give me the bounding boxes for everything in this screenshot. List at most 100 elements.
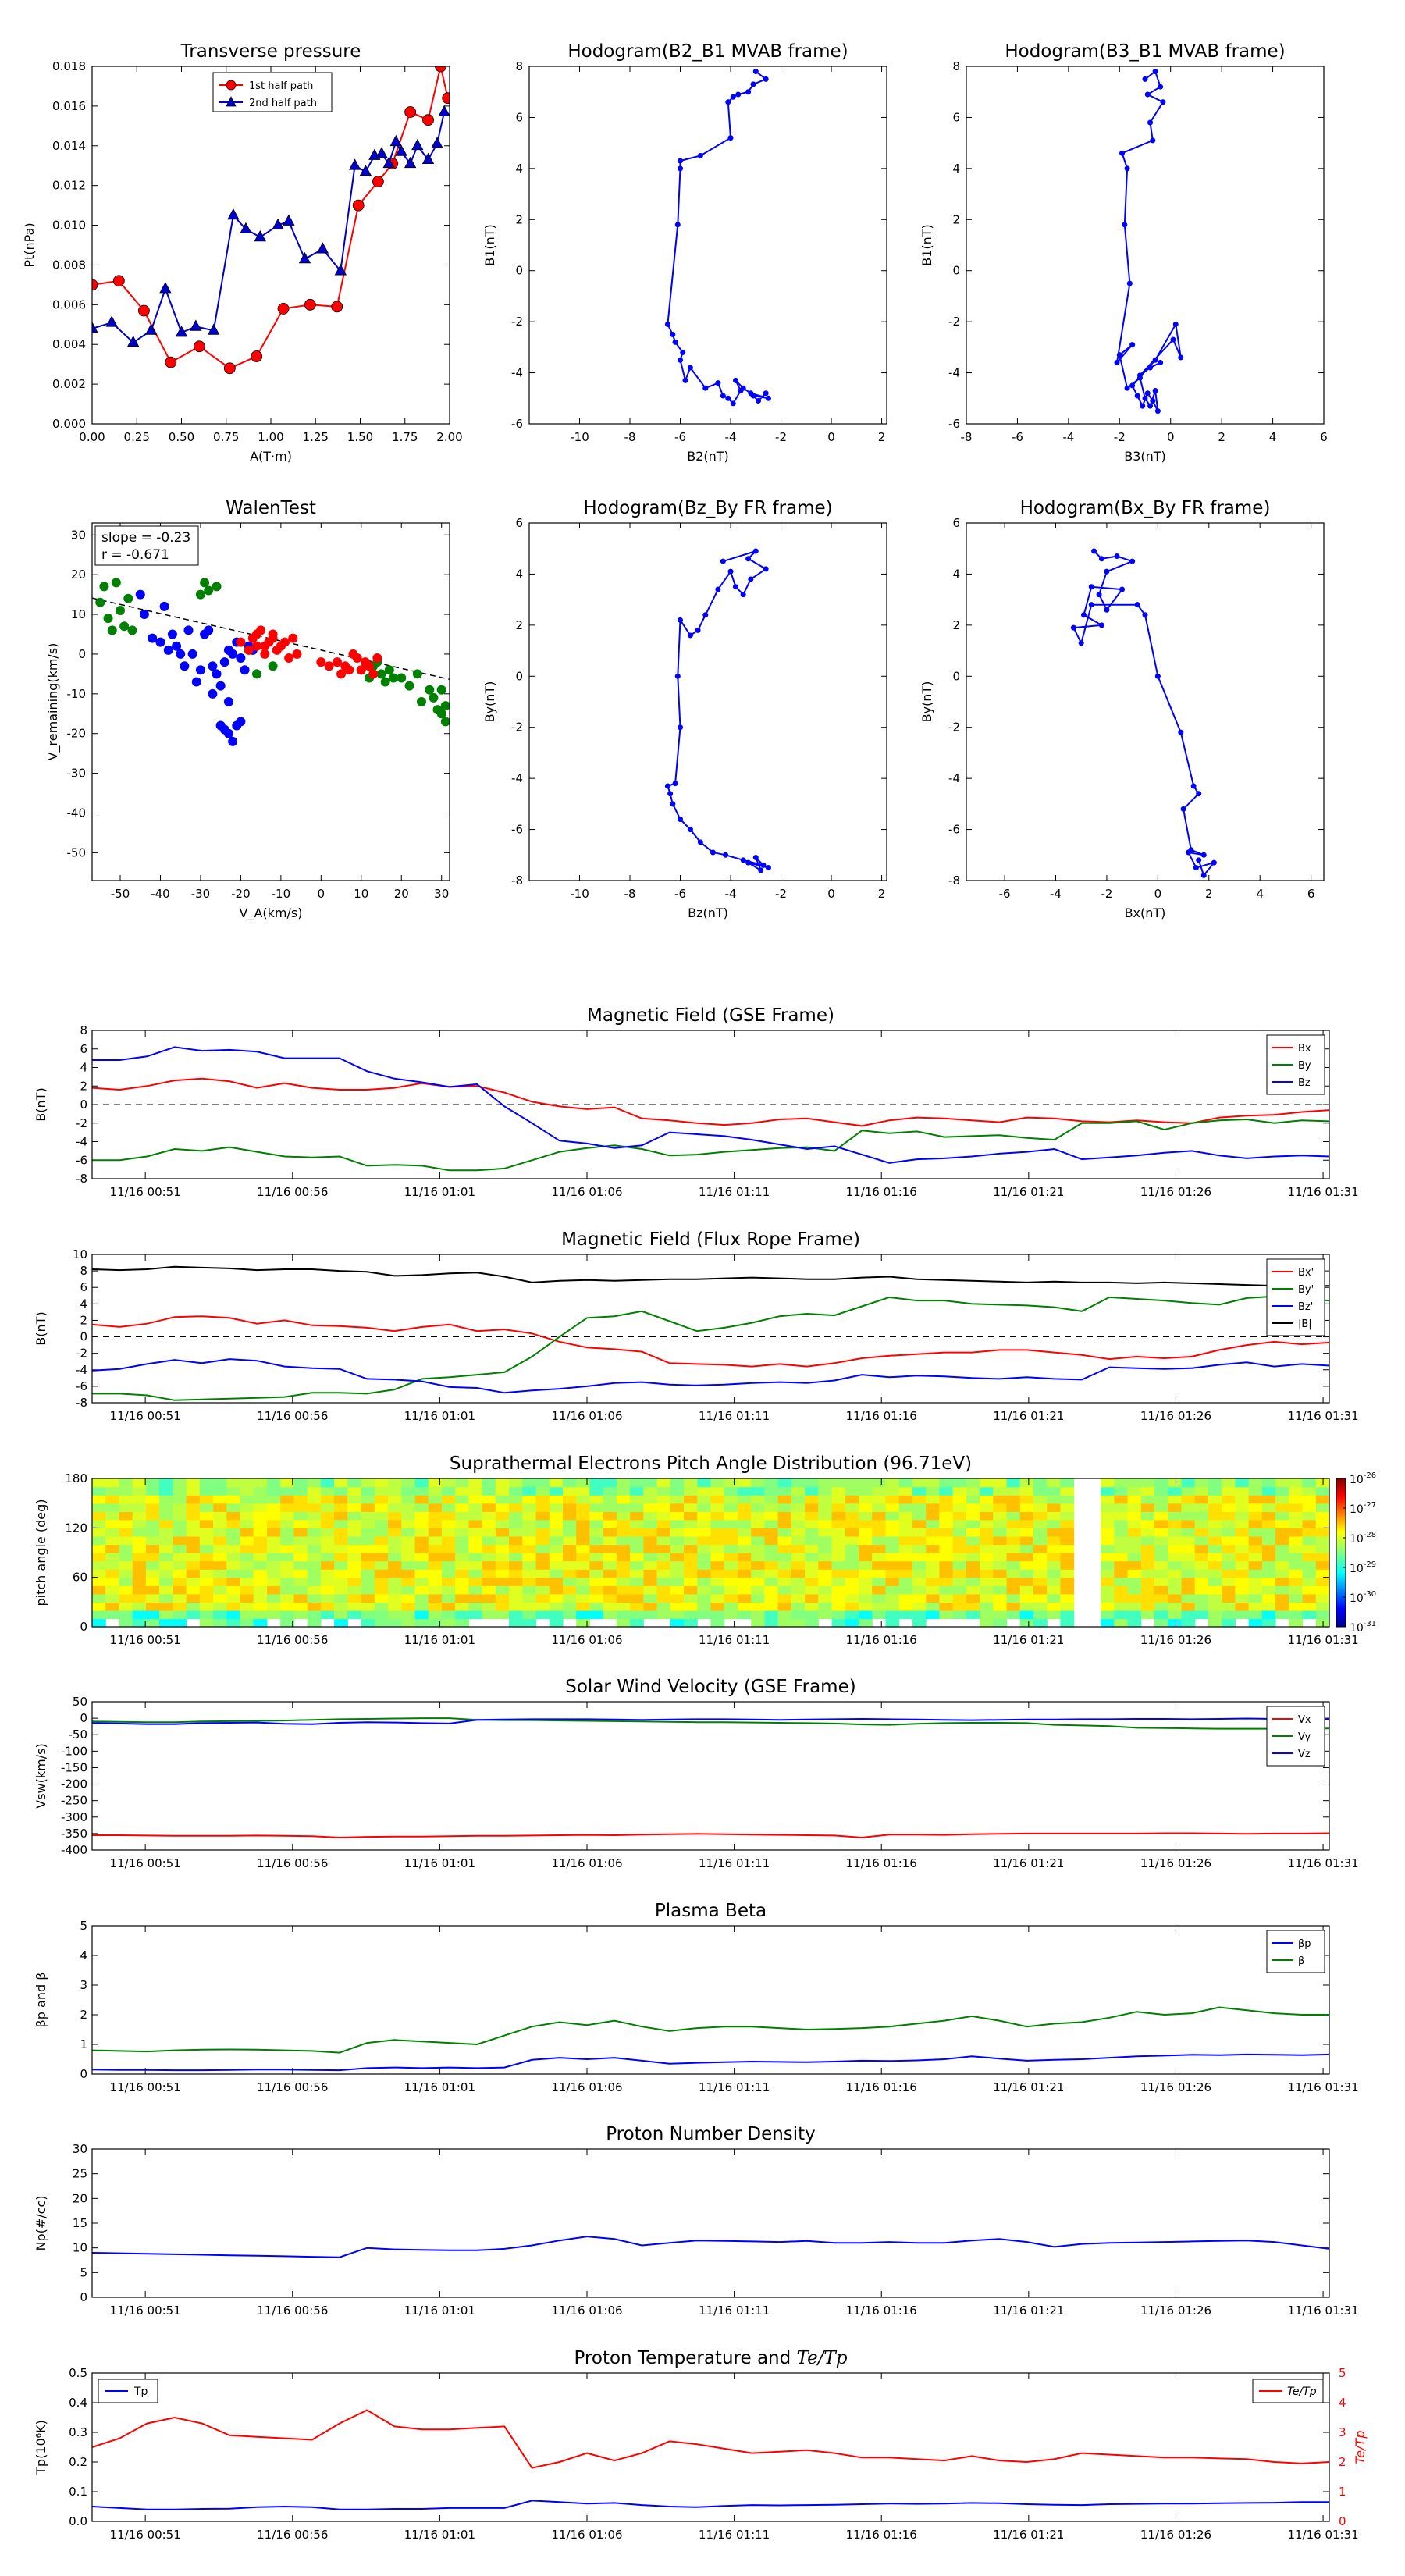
heatmap-cell [267,1553,281,1562]
y-tick-label: 4 [515,162,523,176]
y-tick-label: -2 [948,315,960,329]
heatmap-cell [1060,1618,1075,1628]
heatmap-cell [253,1569,268,1578]
time-tick-label: 11/16 01:26 [1140,1856,1211,1870]
data-point [1200,872,1207,878]
data-point [670,332,676,337]
heatmap-cell [980,1577,994,1586]
heatmap-cell [656,1528,671,1537]
data-point [356,665,366,675]
y-tick-label: 6 [80,1042,87,1056]
heatmap-cell [1222,1569,1236,1578]
heatmap-cell [414,1535,429,1546]
heatmap-cell [240,1569,254,1578]
heatmap-cell [980,1478,994,1488]
data-point [1119,586,1126,592]
y-tick-label: 0.006 [52,297,86,311]
heatmap-cell [535,1553,550,1562]
colorbar-label-base: 10 [1350,1622,1364,1635]
heatmap-cell [1168,1486,1183,1496]
data-point [1104,607,1110,613]
data-point [720,558,726,564]
data-point [678,617,684,623]
heatmap-cell [240,1593,254,1603]
colorbar [1336,1478,1346,1628]
heatmap-cell [1261,1528,1276,1537]
heatmap-cell [1289,1553,1304,1562]
heatmap-cell [1222,1519,1236,1528]
heatmap-cell [805,1486,819,1496]
heatmap-cell [1127,1569,1142,1578]
heatmap-cell [952,1610,967,1620]
heatmap-cell [441,1535,456,1546]
heatmap-cell [603,1486,617,1496]
heatmap-cell [684,1602,698,1611]
heatmap-cell [1315,1486,1330,1496]
heatmap-cell [1289,1593,1304,1603]
series-line [91,2236,1330,2258]
heatmap-cell [509,1519,523,1528]
heatmap-cell [509,1486,523,1496]
y-tick-label: 4 [515,567,523,581]
heatmap-cell [791,1486,806,1496]
heatmap-cell [1047,1528,1061,1537]
heatmap-cell [280,1528,294,1537]
heatmap-cell [791,1553,806,1562]
heatmap-cell [859,1486,873,1496]
heatmap-cell [522,1610,537,1620]
heatmap-cell [186,1544,201,1553]
plot-frame [91,1701,1330,1851]
heatmap-cell [818,1511,833,1521]
y2-tick-label: 1 [1339,2485,1346,2499]
heatmap-cell [563,1577,577,1586]
heatmap-cell [805,1569,819,1578]
heatmap-cell [898,1585,913,1595]
heatmap-cell [361,1503,375,1512]
heatmap-cell [334,1577,348,1586]
heatmap-cell [845,1495,859,1504]
time-tick-label: 11/16 01:11 [699,2080,770,2094]
y-tick-label: -150 [61,1760,87,1774]
heatmap-cell [468,1528,483,1537]
heatmap-cell [885,1478,900,1488]
heatmap-cell [845,1585,859,1595]
heatmap-cell [630,1478,644,1488]
data-point [1098,556,1104,562]
data-point [135,589,145,600]
heatmap-cell [576,1495,590,1504]
heatmap-cell [1019,1553,1034,1562]
heatmap-cell [1275,1519,1289,1528]
data-point [678,724,684,731]
heatmap-cell [1168,1511,1183,1521]
heatmap-cell [710,1544,725,1553]
heatmap-cell [1194,1519,1209,1528]
heatmap-cell [441,1511,456,1521]
heatmap-cell [1047,1535,1061,1546]
solar-wind-velocity-plot: Solar Wind Velocity (GSE Frame)-400-350-… [34,1677,1359,1870]
heatmap-cell [1060,1486,1075,1496]
y-tick-label: 20 [71,568,86,582]
heatmap-cell [1235,1528,1250,1537]
heatmap-cell [522,1618,537,1628]
x-tick-label: -6 [674,887,686,901]
heatmap-cell [535,1503,550,1512]
heatmap-cell [576,1519,590,1528]
heatmap-cell [428,1577,443,1586]
heatmap-cell [1208,1593,1222,1603]
heatmap-cell [320,1610,335,1620]
heatmap-cell [1302,1569,1317,1578]
time-tick-label: 11/16 01:16 [846,2304,917,2318]
heatmap-cell [1261,1577,1276,1586]
time-tick-label: 11/16 01:16 [846,1185,917,1199]
time-tick-label: 11/16 00:56 [257,2304,328,2318]
data-point [380,677,390,687]
heatmap-cell [428,1519,443,1528]
heatmap-cell [92,1602,106,1611]
data-point [442,92,450,105]
heatmap-cell [1006,1503,1021,1512]
heatmap-cell [670,1528,685,1537]
heatmap-cell [738,1610,752,1620]
heatmap-cell [1194,1610,1209,1620]
heatmap-cell [656,1569,671,1578]
